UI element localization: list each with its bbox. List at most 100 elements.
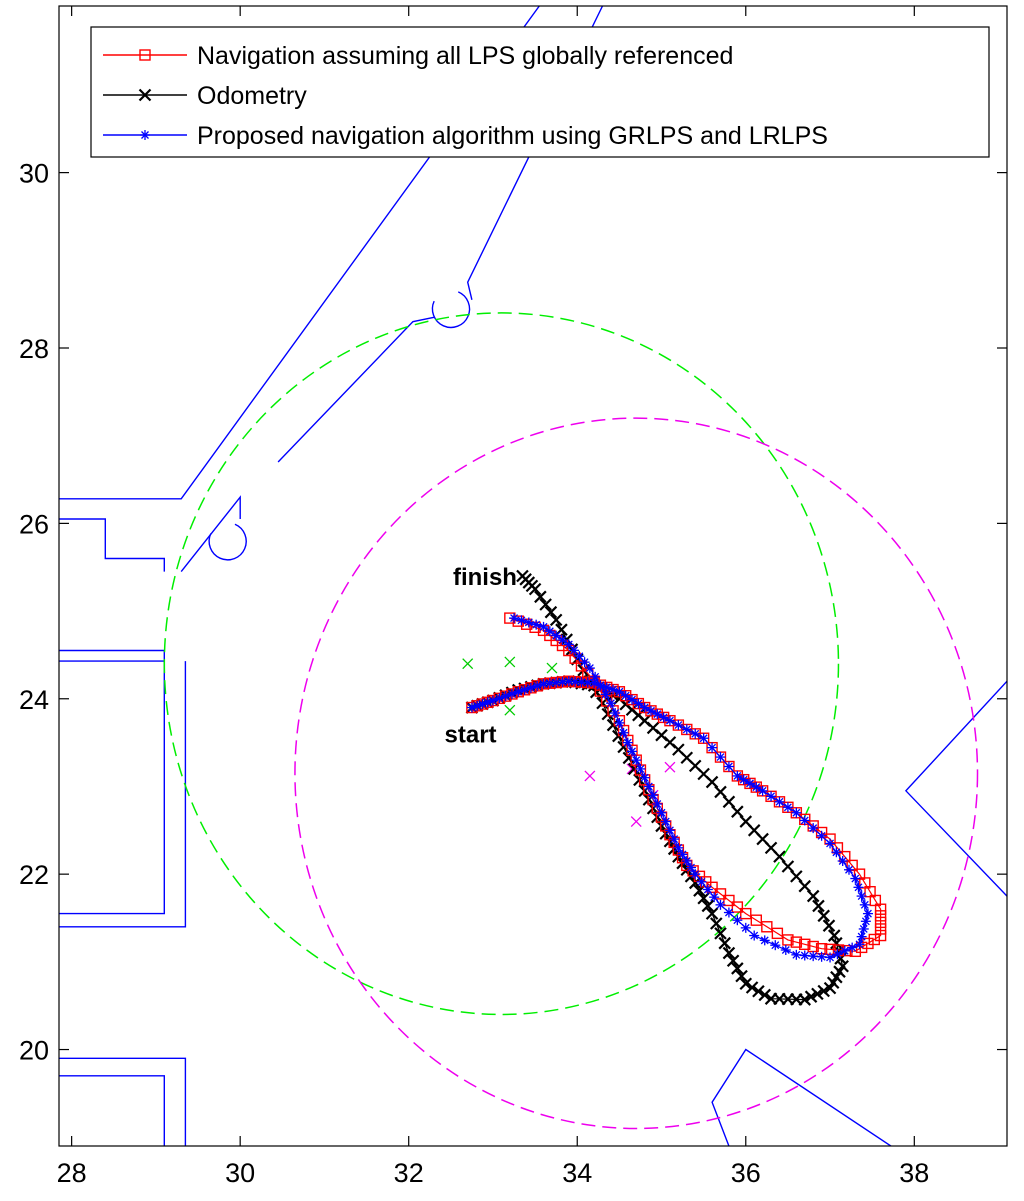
- data-point: [817, 984, 830, 998]
- data-point: [633, 698, 644, 709]
- data-point: [614, 717, 625, 728]
- data-point: [681, 856, 692, 866]
- data-point: [723, 907, 734, 918]
- green-landmark-point: [504, 704, 516, 716]
- data-point: [569, 652, 581, 664]
- data-point: [745, 981, 759, 994]
- data-point: [509, 613, 520, 624]
- data-point: [859, 899, 870, 910]
- axis-ticks: 28 30 32 34 36 38 20 22 24 26 28 30: [19, 6, 1007, 1188]
- data-point: [605, 698, 616, 709]
- data-point: [832, 949, 843, 960]
- data-point: [652, 799, 663, 809]
- data-point: [539, 598, 552, 611]
- data-point: [664, 825, 675, 836]
- data-point: [544, 605, 558, 619]
- data-point: [782, 934, 794, 946]
- data-point: [570, 676, 581, 687]
- data-point: [830, 936, 843, 950]
- data-point: [751, 782, 762, 793]
- data-point: [701, 899, 715, 913]
- data-point: [808, 823, 819, 834]
- data-point: [614, 686, 625, 697]
- data-point: [635, 763, 646, 774]
- green-landmark-point: [504, 656, 516, 668]
- data-point: [639, 772, 650, 783]
- wall-segment: [59, 6, 540, 500]
- x-tick-label: 38: [899, 1158, 929, 1188]
- data-point: [726, 954, 740, 968]
- data-point: [673, 720, 684, 731]
- data-point: [874, 923, 887, 935]
- annotation-finish: finish: [453, 564, 517, 591]
- data-point: [822, 919, 836, 932]
- data-point: [774, 796, 785, 807]
- data-point: [538, 678, 549, 689]
- data-point: [631, 755, 642, 766]
- data-point: [816, 951, 827, 962]
- magenta-landmark-point: [664, 761, 676, 773]
- legend-box: [90, 26, 990, 158]
- series-asterisk: [466, 613, 873, 963]
- data-point: [860, 916, 871, 927]
- data-point: [723, 894, 735, 907]
- data-point: [664, 715, 675, 726]
- data-point: [690, 728, 701, 739]
- data-point: [714, 927, 727, 940]
- x-tick-label: 34: [562, 1158, 592, 1188]
- magenta-range-circle: [294, 417, 979, 1130]
- data-point: [799, 950, 810, 961]
- wall-segment: [59, 1057, 187, 1146]
- data-point: [595, 680, 606, 691]
- data-point: [791, 807, 802, 818]
- green-landmark-point: [546, 662, 558, 674]
- data-point: [656, 807, 667, 818]
- data-point: [823, 981, 837, 995]
- wall-segment: [180, 495, 241, 573]
- data-point: [648, 790, 659, 801]
- wall-segment: [59, 1075, 166, 1146]
- legend-marker: [139, 49, 151, 61]
- data-point: [782, 802, 793, 813]
- data-point: [669, 834, 680, 845]
- data-point: [516, 569, 529, 583]
- wall-segment: [59, 518, 166, 572]
- data-point: [874, 903, 887, 915]
- data-point: [544, 626, 555, 637]
- data-point: [764, 992, 778, 1005]
- data-point: [557, 676, 568, 687]
- y-tick-label: 22: [19, 860, 49, 890]
- data-point: [525, 682, 536, 693]
- data-point: [534, 590, 547, 604]
- data-point: [715, 899, 726, 910]
- data-point: [750, 914, 763, 926]
- legend-marker: [138, 88, 152, 102]
- annotations: finish start: [445, 564, 517, 749]
- data-point: [752, 984, 765, 998]
- y-tick-label: 26: [19, 509, 49, 539]
- data-point: [690, 869, 701, 880]
- data-point: [831, 847, 842, 858]
- data-point: [735, 969, 748, 983]
- magenta-landmark-point: [630, 816, 642, 827]
- data-point: [808, 951, 819, 962]
- data-point: [523, 617, 534, 628]
- wall-segment: [59, 660, 166, 915]
- data-point: [874, 910, 887, 922]
- data-point: [538, 621, 549, 632]
- data-point: [677, 849, 688, 860]
- trajectory-series: [465, 569, 887, 1006]
- data-point: [681, 724, 692, 735]
- data-point: [575, 660, 588, 672]
- data-point: [610, 708, 621, 719]
- data-point: [715, 752, 726, 763]
- y-tick-label: 20: [19, 1036, 49, 1066]
- data-point: [740, 922, 751, 933]
- data-point: [816, 830, 827, 841]
- data-point: [710, 917, 723, 930]
- data-point: [516, 615, 527, 626]
- data-point: [837, 856, 848, 866]
- data-point: [856, 931, 867, 942]
- data-point: [856, 891, 867, 902]
